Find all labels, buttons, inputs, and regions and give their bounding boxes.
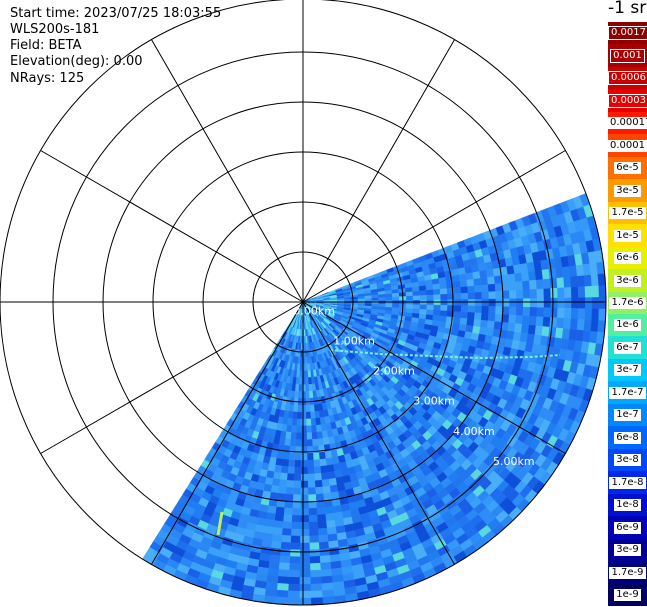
colorbar-tick-label: 0.0006: [608, 71, 647, 86]
azimuth-spoke: [302, 301, 455, 565]
colorbar-tick-label: 1e-7: [614, 409, 641, 422]
colorbar-swatch: 3e-6: [608, 269, 647, 293]
colorbar-tick-label: 0.001: [608, 48, 647, 63]
colorbar-swatch: 1.7e-8: [608, 471, 647, 495]
colorbar-swatch: 0.00017: [608, 111, 647, 135]
range-ring-label: 2.00km: [373, 365, 415, 378]
polar-grid: [0, 0, 607, 606]
range-ring-label: 4.00km: [453, 425, 495, 438]
start-time-label: Start time: 2023/07/25 18:03:55: [10, 6, 222, 21]
colorbar-swatch: 1e-5: [608, 224, 647, 248]
colorbar-swatch: 6e-7: [608, 336, 647, 360]
nrays-label: NRays: 125: [10, 71, 85, 86]
colorbar-tick-label: 1e-9: [614, 589, 641, 601]
colorbar-tick-label: 0.0003: [608, 93, 647, 108]
range-ring-label: 1.00km: [333, 335, 375, 348]
colorbar-tick-label: 6e-7: [614, 341, 641, 354]
range-ring-label: 3.00km: [413, 395, 455, 408]
colorbar-swatch: 6e-8: [608, 426, 647, 450]
colorbar-tick-label: 1.7e-9: [609, 566, 646, 579]
colorbar-swatch: 0.0001: [608, 134, 647, 158]
colorbar-tick-label: 1.7e-8: [609, 476, 646, 489]
colorbar-swatch: 1.7e-7: [608, 381, 647, 405]
azimuth-spoke: [40, 301, 304, 454]
colorbar-tick-label: 1.7e-7: [609, 386, 646, 399]
colorbar-tick-label: 6e-9: [614, 521, 641, 534]
colorbar-tick-label: 1.7e-5: [609, 207, 646, 220]
colorbar-tick-label: 1e-5: [614, 229, 641, 242]
colorbar-swatch: 0.0003: [608, 89, 647, 113]
colorbar-swatch: 3e-9: [608, 538, 647, 562]
colorbar-swatch: 6e-5: [608, 156, 647, 180]
colorbar-swatch: 1e-9: [608, 583, 647, 607]
colorbar-tick-label: 3e-7: [614, 364, 641, 377]
azimuth-spoke: [302, 301, 566, 454]
azimuth-spoke: [151, 39, 304, 303]
colorbar-swatch: 1e-6: [608, 314, 647, 337]
colorbar-tick-label: 6e-6: [614, 252, 641, 265]
colorbar-tick-label: 0.0001: [608, 139, 647, 152]
aerosol-plume: [329, 349, 561, 360]
colorbar-swatch: 1.7e-9: [608, 561, 647, 585]
azimuth-spoke: [151, 301, 304, 565]
colorbar-tick-label: 3e-5: [614, 184, 641, 197]
azimuth-spoke: [302, 39, 455, 303]
azimuth-spoke: [302, 150, 566, 303]
instrument-label: WLS200s-181: [10, 22, 100, 37]
azimuth-spoke: [40, 150, 304, 303]
range-ring-label: 5.00km: [493, 455, 535, 468]
colorbar-swatch: 0.0017: [608, 22, 647, 45]
colorbar-tick-label: 3e-6: [614, 274, 641, 287]
colorbar-tick-label: 6e-5: [614, 162, 641, 175]
field-label: Field: BETA: [10, 38, 82, 53]
colorbar-tick-label: 0.0017: [608, 26, 647, 41]
colorbar-swatch: 1.7e-5: [608, 201, 647, 225]
colorbar-tick-label: 1e-8: [614, 499, 641, 512]
colorbar-tick-label: 6e-8: [614, 431, 641, 444]
colorbar-tick-label: 1e-6: [614, 319, 641, 332]
colorbar-tick-label: 0.00017: [608, 117, 647, 130]
colorbar-unit: -1 sr: [608, 0, 647, 18]
elevation-label: Elevation(deg): 0.00: [10, 54, 143, 69]
colorbar-swatch: 1e-8: [608, 493, 647, 517]
colorbar-swatch: 0.0006: [608, 66, 647, 90]
colorbar-tick-label: 3e-9: [614, 544, 641, 557]
colorbar-tick-label: 1.7e-6: [609, 297, 646, 309]
colorbar-swatch: 1.7e-6: [608, 291, 647, 315]
colorbar-swatch: 6e-6: [608, 246, 647, 270]
colorbar-swatch: 6e-9: [608, 516, 647, 540]
beta-sector: [142, 193, 607, 606]
colorbar-tick-label: 3e-8: [614, 454, 641, 467]
colorbar-swatch: 1e-7: [608, 403, 647, 427]
colorbar-swatch: 3e-7: [608, 358, 647, 382]
range-ring-label: 0.00km: [293, 304, 335, 317]
edge-return: [216, 511, 224, 536]
colorbar-swatch: 0.001: [608, 44, 647, 68]
colorbar-swatch: 3e-5: [608, 179, 647, 203]
colorbar-swatch: 3e-8: [608, 448, 647, 472]
